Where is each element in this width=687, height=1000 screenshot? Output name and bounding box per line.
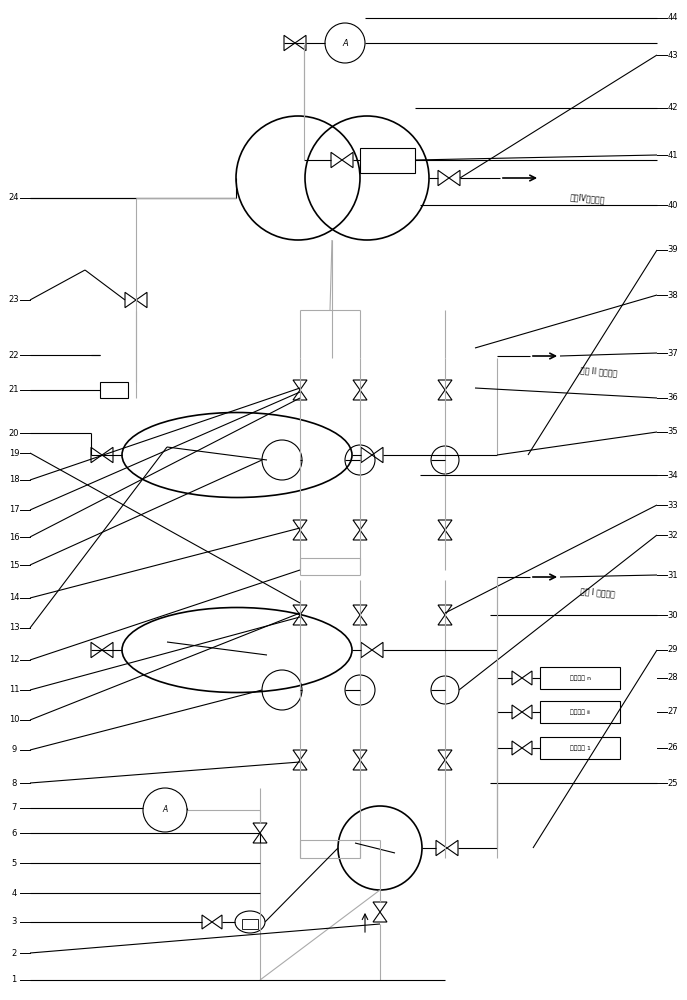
Text: 12: 12 xyxy=(9,656,19,664)
Text: 27: 27 xyxy=(668,708,678,716)
Text: 10: 10 xyxy=(9,716,19,724)
Text: A: A xyxy=(162,806,168,814)
Text: 36: 36 xyxy=(668,393,678,402)
Text: 38: 38 xyxy=(668,290,678,300)
Text: 19: 19 xyxy=(9,448,19,458)
Text: 25: 25 xyxy=(668,778,678,788)
Text: 2: 2 xyxy=(12,948,16,958)
Text: 14: 14 xyxy=(9,593,19,602)
Text: 6: 6 xyxy=(11,828,16,838)
Text: 37: 37 xyxy=(668,349,678,358)
Text: 高纯气体 n: 高纯气体 n xyxy=(570,675,591,681)
Text: 33: 33 xyxy=(668,500,678,510)
Text: 16: 16 xyxy=(9,532,19,542)
Text: 3: 3 xyxy=(11,918,16,926)
Text: 28: 28 xyxy=(668,674,678,682)
Text: 9: 9 xyxy=(12,746,16,754)
Text: 32: 32 xyxy=(668,530,678,540)
Text: 24: 24 xyxy=(9,194,19,202)
Text: 8: 8 xyxy=(11,778,16,788)
Text: 30: 30 xyxy=(668,610,678,619)
Text: A: A xyxy=(342,38,348,47)
Bar xyxy=(540,701,620,723)
Text: 17: 17 xyxy=(9,506,19,514)
Bar xyxy=(100,382,128,398)
Text: 11: 11 xyxy=(9,686,19,694)
Text: 22: 22 xyxy=(9,351,19,360)
Text: 1: 1 xyxy=(12,976,16,984)
Bar xyxy=(540,737,620,759)
Text: 7: 7 xyxy=(11,804,16,812)
Text: 高纯气体 ⅱ: 高纯气体 ⅱ xyxy=(570,709,590,715)
Text: 4: 4 xyxy=(12,888,16,898)
Text: 40: 40 xyxy=(668,200,678,210)
Text: 21: 21 xyxy=(9,385,19,394)
Text: 41: 41 xyxy=(668,150,678,159)
Text: 13: 13 xyxy=(9,624,19,633)
Bar xyxy=(242,919,258,929)
Text: 系统 I 排气系统: 系统 I 排气系统 xyxy=(580,586,616,598)
Text: 系统IV排气系统: 系统IV排气系统 xyxy=(570,192,606,204)
Text: 5: 5 xyxy=(12,858,16,867)
Text: 35: 35 xyxy=(668,428,678,436)
Text: 23: 23 xyxy=(9,296,19,304)
Text: 43: 43 xyxy=(668,50,678,60)
Text: 34: 34 xyxy=(668,471,678,480)
Text: 26: 26 xyxy=(668,744,678,752)
Text: 20: 20 xyxy=(9,428,19,438)
Text: 高纯气体 1: 高纯气体 1 xyxy=(570,745,590,751)
Text: 系统 II 排气系统: 系统 II 排气系统 xyxy=(580,365,618,377)
Text: 29: 29 xyxy=(668,646,678,654)
Text: 42: 42 xyxy=(668,104,678,112)
Text: 44: 44 xyxy=(668,13,678,22)
Text: 39: 39 xyxy=(668,245,678,254)
Bar xyxy=(540,667,620,689)
Text: 31: 31 xyxy=(668,570,678,580)
Text: 18: 18 xyxy=(9,476,19,485)
Bar xyxy=(360,148,415,173)
Text: 15: 15 xyxy=(9,560,19,570)
